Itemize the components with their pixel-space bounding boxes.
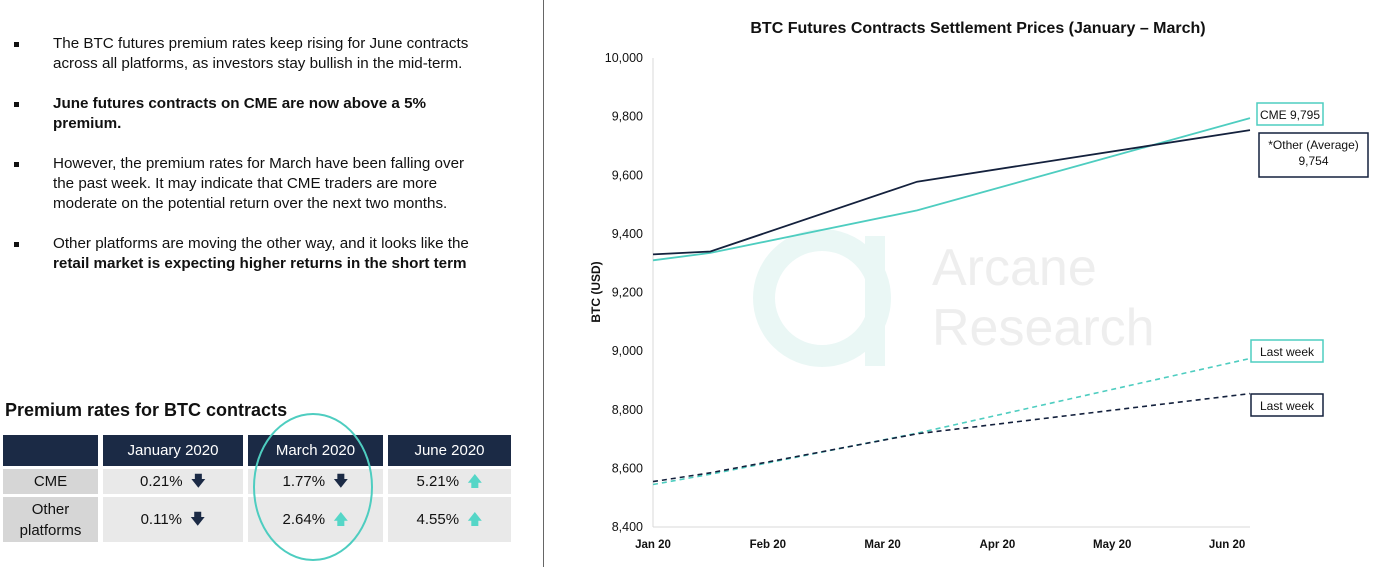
arrow-up-icon: 🡅 [467, 473, 483, 490]
header-january: January 2020 [103, 435, 243, 466]
series-label-text: Last week [1260, 399, 1315, 413]
x-tick-label: Jan 20 [635, 539, 671, 551]
row-label-other: Other platforms [3, 497, 98, 542]
arrow-down-icon: 🡇 [190, 511, 206, 528]
y-tick-label: 10,000 [605, 51, 643, 65]
bullet-item: Other platforms are moving the other way… [14, 234, 484, 274]
y-ticks: 8,400 8,600 8,800 9,000 9,200 9,400 9,600 9,800… [605, 51, 643, 534]
x-tick-label: Feb 20 [750, 539, 786, 551]
label-cme: CME 9,795 [1256, 102, 1324, 126]
cell-value: 4.55% 🡅 [388, 497, 511, 542]
bullet-item: The BTC futures premium rates keep risin… [14, 34, 484, 74]
x-tick-label: Jun 20 [1209, 539, 1245, 551]
series-label-text: Last week [1260, 345, 1315, 359]
series-label-text: 9,754 [1298, 154, 1328, 168]
highlight-circle [253, 413, 373, 561]
watermark-logo: Arcane Research [753, 229, 1155, 367]
series-lines [652, 117, 1251, 486]
header-empty [3, 435, 98, 466]
settlement-price-chart: BTC Futures Contracts Settlement Prices … [589, 20, 1369, 551]
x-ticks: Jan 20 Feb 20 Mar 20 Apr 20 May 20 Jun 20 [635, 539, 1245, 551]
series-line-cme [652, 117, 1251, 262]
bullet-icon [14, 162, 19, 167]
y-tick-label: 9,800 [612, 110, 643, 124]
x-tick-label: May 20 [1093, 539, 1131, 551]
y-tick-label: 9,000 [612, 344, 643, 358]
y-tick-label: 9,400 [612, 227, 643, 241]
x-tick-label: Mar 20 [864, 539, 900, 551]
y-tick-label: 8,400 [612, 520, 643, 534]
arrow-up-icon: 🡅 [467, 511, 483, 528]
row-label-cme: CME [3, 469, 98, 494]
y-tick-label: 8,600 [612, 461, 643, 475]
y-axis-label: BTC (USD) [589, 261, 603, 322]
bullet-item: However, the premium rates for March hav… [14, 154, 484, 214]
series-label-text: *Other (Average) [1268, 138, 1359, 152]
series-label-text: CME 9,795 [1260, 108, 1320, 122]
cell-value: 5.21% 🡅 [388, 469, 511, 494]
cell-value: 0.21% 🡇 [103, 469, 243, 494]
y-tick-label: 9,600 [612, 168, 643, 182]
series-labels: CME 9,795 *Other (Average) 9,754 Last week L… [1250, 102, 1369, 417]
series-line-cme-last-week [652, 357, 1251, 486]
bullet-icon [14, 102, 19, 107]
series-line-other-last-week [652, 392, 1251, 483]
y-tick-label: 9,200 [612, 286, 643, 300]
watermark-text: Arcane [932, 239, 1097, 297]
chart-title: BTC Futures Contracts Settlement Prices … [750, 20, 1205, 37]
panel-divider [543, 0, 544, 567]
label-cme-last-week: Last week [1250, 339, 1324, 363]
bullet-icon [14, 42, 19, 47]
label-other-average: *Other (Average) 9,754 [1258, 132, 1369, 178]
watermark-text: Research [932, 299, 1155, 357]
bullet-icon [14, 242, 19, 247]
bullet-list: The BTC futures premium rates keep risin… [14, 34, 484, 294]
x-tick-label: Apr 20 [980, 539, 1016, 551]
series-line-other-average- [652, 129, 1251, 256]
label-other-last-week: Last week [1250, 393, 1324, 417]
bullet-item: June futures contracts on CME are now ab… [14, 94, 484, 134]
table-title: Premium rates for BTC contracts [5, 400, 288, 420]
y-tick-label: 8,800 [612, 403, 643, 417]
header-june: June 2020 [388, 435, 511, 466]
arrow-down-icon: 🡇 [190, 473, 206, 490]
cell-value: 0.11% 🡇 [103, 497, 243, 542]
